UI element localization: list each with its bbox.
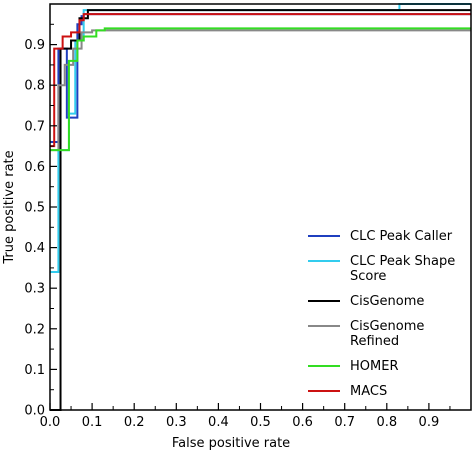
- legend-label: CisGenome: [350, 294, 424, 309]
- x-tick-label: 0.2: [124, 415, 145, 430]
- x-tick-label: 0.5: [250, 415, 271, 430]
- legend-item: MACS: [308, 384, 387, 399]
- series-line-homer: [50, 27, 471, 152]
- x-tick-label: 0.3: [166, 415, 187, 430]
- x-tick-label: 0.8: [376, 415, 397, 430]
- y-tick-label: 0.4: [24, 241, 45, 256]
- y-axis-title: True positive rate: [2, 150, 17, 264]
- legend-item: CLC Peak Caller: [308, 229, 453, 244]
- x-axis-title: False positive rate: [172, 436, 290, 451]
- y-tick-label: 0.5: [24, 201, 45, 216]
- y-tick-label: 0.2: [24, 322, 45, 337]
- x-tick-label: 0.7: [334, 415, 355, 430]
- legend-item: CisGenome: [308, 294, 424, 309]
- series-line-clc-peak-shape-score: [50, 3, 471, 273]
- legend-item: HOMER: [308, 359, 398, 374]
- y-tick-label: 0.8: [24, 79, 45, 94]
- series-line-cisgenome-refined: [50, 29, 471, 152]
- plot-background: [50, 4, 471, 410]
- legend-label: MACS: [350, 384, 387, 399]
- series-line-macs: [50, 13, 471, 148]
- legend-label: CLC Peak Caller: [350, 229, 453, 244]
- y-tick-label: 0.9: [24, 38, 45, 53]
- y-tick-label: 0.3: [24, 282, 45, 297]
- x-tick-label: 0.1: [82, 415, 103, 430]
- legend-label: CLC Peak Shape: [350, 254, 455, 269]
- legend-label: HOMER: [350, 359, 398, 374]
- plot-area: [50, 4, 471, 410]
- y-tick-label: 0.1: [24, 363, 45, 378]
- y-tick-label: 0.6: [24, 160, 45, 175]
- legend-label: Refined: [350, 334, 399, 349]
- axes-layer: 0.0 0.1 0.2 0.3 0.4 0.5 0.6 0.7 0.8 0.9 0.0 0.1 0.2 0…: [24, 3, 472, 430]
- y-tick-label: 0.0: [24, 404, 45, 419]
- x-tick-label: 0.9: [419, 415, 440, 430]
- x-tick-label: 0.0: [40, 415, 61, 430]
- x-tick-label: 0.4: [208, 415, 229, 430]
- legend-label: Score: [350, 269, 386, 284]
- x-tick-label: 0.6: [292, 415, 313, 430]
- y-tick-label: 0.7: [24, 119, 45, 134]
- legend-label: CisGenome: [350, 319, 424, 334]
